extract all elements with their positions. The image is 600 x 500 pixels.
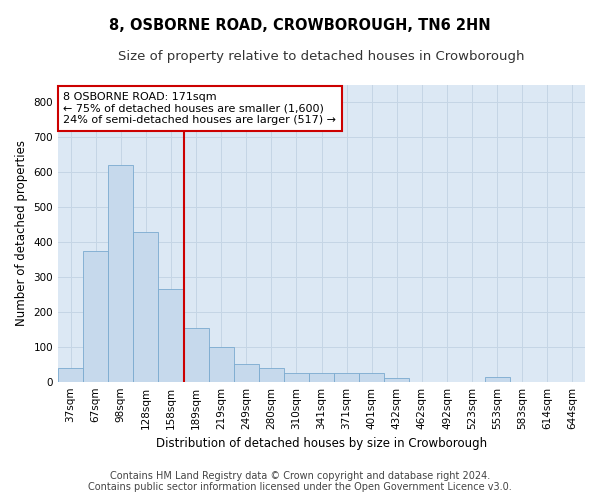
Text: Contains HM Land Registry data © Crown copyright and database right 2024.
Contai: Contains HM Land Registry data © Crown c… — [88, 471, 512, 492]
Bar — [334, 373, 359, 382]
Bar — [133, 232, 158, 382]
Title: Size of property relative to detached houses in Crowborough: Size of property relative to detached ho… — [118, 50, 525, 63]
Bar — [108, 166, 133, 382]
Bar — [284, 373, 309, 382]
Bar — [209, 347, 233, 382]
Bar — [359, 373, 384, 382]
Bar — [485, 378, 510, 382]
Bar — [309, 373, 334, 382]
Bar — [158, 289, 184, 382]
Bar — [384, 378, 409, 382]
Bar — [58, 368, 83, 382]
Bar — [184, 328, 209, 382]
Bar — [259, 368, 284, 382]
Bar — [233, 364, 259, 382]
X-axis label: Distribution of detached houses by size in Crowborough: Distribution of detached houses by size … — [156, 437, 487, 450]
Bar — [83, 251, 108, 382]
Text: 8, OSBORNE ROAD, CROWBOROUGH, TN6 2HN: 8, OSBORNE ROAD, CROWBOROUGH, TN6 2HN — [109, 18, 491, 32]
Y-axis label: Number of detached properties: Number of detached properties — [15, 140, 28, 326]
Text: 8 OSBORNE ROAD: 171sqm
← 75% of detached houses are smaller (1,600)
24% of semi-: 8 OSBORNE ROAD: 171sqm ← 75% of detached… — [63, 92, 336, 125]
